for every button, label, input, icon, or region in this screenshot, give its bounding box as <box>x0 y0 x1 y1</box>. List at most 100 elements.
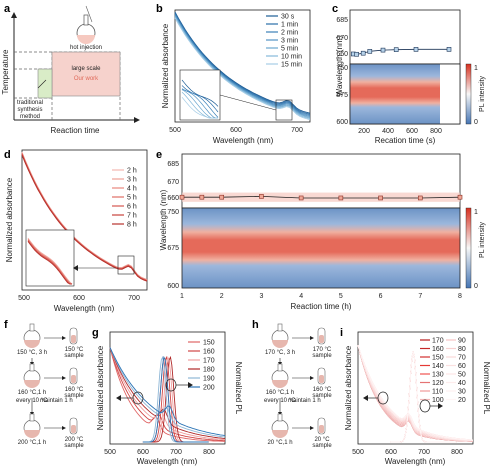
panel-a: a Temperature Reaction time large scale … <box>1 3 140 135</box>
panel-d-inset-curves <box>27 237 73 285</box>
panel-g-legend-label: 170 <box>203 358 215 365</box>
panel-i-xtick-500: 500 <box>352 449 364 456</box>
panel-e-xtick: 4 <box>299 293 303 300</box>
panel-e-ytick-660: 660 <box>167 195 179 202</box>
panel-e-colorbar <box>465 207 472 289</box>
vial-icon <box>317 327 326 345</box>
traditional-line-1: traditional <box>17 100 43 106</box>
sample-label: 20 °C <box>314 437 330 443</box>
panel-c-colorbar <box>465 63 472 125</box>
panel-c-heatmap-band <box>350 64 440 124</box>
panel-g-pl-series-170 <box>142 355 209 443</box>
panel-c: c Wavelength (nm) 685 670 660 750 675 60… <box>332 3 486 145</box>
panel-c-point <box>354 51 359 57</box>
panel-d-legend-label: 7 h <box>127 213 137 220</box>
panel-i-xtick-600: 600 <box>385 449 397 456</box>
panel-e-xticks: 1 2 3 4 5 6 7 8 <box>180 293 462 300</box>
panel-b-legend-label: 15 min <box>281 62 302 69</box>
panel-b-xtick-500: 500 <box>169 127 181 134</box>
panel-d-xtick-600: 600 <box>73 295 85 302</box>
panel-c-ytick-600: 600 <box>336 119 348 126</box>
note-every: every 10 °C <box>264 398 296 404</box>
panel-i-legend-label: 130 <box>432 372 444 379</box>
sample-label-suffix: sample <box>64 353 84 359</box>
panel-e-xtick: 2 <box>220 293 224 300</box>
panel-f-label: f <box>4 319 8 331</box>
panel-c-point <box>380 47 386 53</box>
panel-e-point <box>298 195 304 201</box>
panel-i-frame <box>357 331 474 445</box>
panel-b-inset-curves <box>181 79 219 119</box>
panel-d-ylabel: Normalized absorbance <box>5 177 14 262</box>
panel-c-xlabel: Recation time (s) <box>375 136 436 145</box>
panel-b-xtick-700: 700 <box>291 127 303 134</box>
panel-b-curves <box>174 11 311 121</box>
panel-g: g Normalized absorbance Normalized PL 50… <box>92 327 243 466</box>
panel-i-legend-label: 110 <box>432 389 443 396</box>
vial-icon <box>69 417 78 435</box>
panel-i-xtick-800: 800 <box>451 449 463 456</box>
panel-b-xlabel: Wavelength (nm) <box>213 136 274 145</box>
panel-c-ytick-675: 675 <box>336 92 348 99</box>
panel-e-points <box>179 192 463 202</box>
panel-i-abs-series-20 <box>357 345 474 441</box>
panel-i-legend-label: 70 <box>458 355 466 362</box>
flask-icon <box>23 323 41 348</box>
panel-c-heatmap-empty <box>440 64 460 124</box>
panel-c-top-frame <box>349 9 461 65</box>
vial-icon <box>317 417 326 435</box>
our-work-box <box>51 51 121 97</box>
panel-d-zoom-box <box>117 255 135 275</box>
panel-g-abs-series-160 <box>109 347 226 442</box>
panel-c-point <box>367 49 373 54</box>
panel-i-legend-label: 90 <box>458 338 466 345</box>
panel-c-xtick-600: 600 <box>406 128 418 135</box>
panel-g-ylabel-right: Normalized PL <box>234 362 243 415</box>
panel-b-label: b <box>156 3 163 15</box>
panel-c-xtick-400: 400 <box>382 128 394 135</box>
panel-b-series-1min <box>174 12 311 115</box>
sample-label-suffix: sample <box>312 353 332 359</box>
panel-i-pl-series-20 <box>390 351 457 443</box>
panel-b-xtick-600: 600 <box>230 127 242 134</box>
panel-i-legend-label: 30 <box>458 389 466 396</box>
panel-c-cbar-label: PL intensity <box>479 76 486 112</box>
panel-c-ytick-670: 670 <box>336 35 348 42</box>
panel-b-inset-series <box>181 85 219 113</box>
hot-injection-label: hot injection <box>70 45 102 51</box>
panel-c-cbar-0: 0 <box>474 119 478 126</box>
panel-b-series-2min <box>174 13 311 116</box>
panel-c-cbar-1: 1 <box>474 65 478 72</box>
flask-icon <box>23 413 41 438</box>
panel-c-ylabel: Wavelength (nm) <box>335 35 344 96</box>
sample-label: 200 °C <box>65 437 84 443</box>
panel-e-ytick-750: 750 <box>167 209 179 216</box>
panel-c-ytick-750: 750 <box>336 65 348 72</box>
panel-b-series-10min <box>174 16 311 120</box>
step-condition: 160 °C,1 h <box>266 390 294 396</box>
flask-icon <box>271 363 289 388</box>
panel-i-legend-label: 40 <box>458 380 466 387</box>
step-condition: 160 °C,1 h <box>18 390 46 396</box>
panel-d-legend-label: 2 h <box>127 168 137 175</box>
panel-c-ytick-660: 660 <box>336 51 348 58</box>
panel-e-xtick: 8 <box>458 293 462 300</box>
panel-d-inset-series <box>27 238 73 285</box>
panel-e-ytick-675: 675 <box>167 245 179 252</box>
vial-icon <box>69 327 78 345</box>
panel-d-inset-series <box>27 237 73 285</box>
panel-g-ylabel: Normalized absorbance <box>96 345 105 430</box>
panel-g-xtick-500: 500 <box>104 449 116 456</box>
panel-g-legend-label: 160 <box>203 349 215 356</box>
panel-e-cbar-label: PL intensity <box>479 222 486 258</box>
note-maintain: maintain 1 h <box>288 398 321 404</box>
panel-b-legend-label: 1 min <box>281 22 298 29</box>
vial-icon <box>317 367 326 385</box>
panel-b-legend-label: 5 min <box>281 46 298 53</box>
sample-label-suffix: sample <box>312 443 332 449</box>
panel-e-point <box>378 195 383 201</box>
sample-label-suffix: sample <box>312 393 332 399</box>
panel-i-legend-label: 50 <box>458 372 466 379</box>
